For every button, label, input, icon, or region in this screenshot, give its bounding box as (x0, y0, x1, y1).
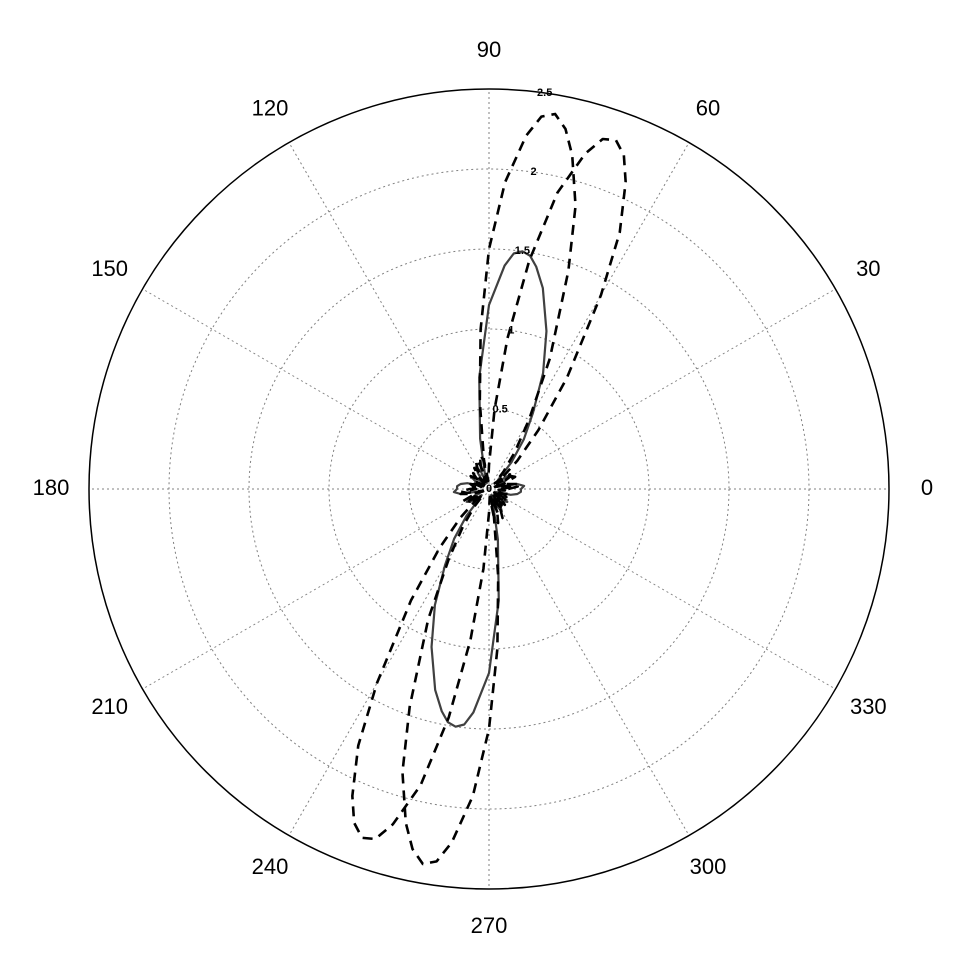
grid-spoke (489, 143, 689, 489)
grid-spoke (289, 489, 489, 835)
angle-label: 0 (921, 475, 933, 500)
angle-label: 330 (850, 694, 887, 719)
grid-spoke (489, 289, 835, 489)
polar-chart: 0 0.5 1 1.5 2 2.5 0 30 60 90 120 150 180 210 240 270 300… (0, 0, 978, 969)
angle-label: 60 (696, 95, 720, 120)
polar-svg: 0 0.5 1 1.5 2 2.5 0 30 60 90 120 150 180 210 240 270 300… (0, 0, 978, 969)
angle-label: 120 (252, 95, 289, 120)
radial-tick-label: 1.5 (515, 245, 530, 257)
angle-label: 210 (91, 694, 128, 719)
grid-spoke (489, 489, 689, 835)
grid-spoke (143, 489, 489, 689)
radial-tick-label: 1 (508, 324, 514, 336)
radial-tick-label: 2 (530, 166, 536, 178)
angle-label: 180 (33, 475, 70, 500)
angle-label: 300 (690, 854, 727, 879)
grid-spoke (289, 143, 489, 489)
angle-label: 30 (856, 256, 880, 281)
grid-spoke (143, 289, 489, 489)
radial-tick-label: 0 (486, 483, 492, 495)
angle-label: 90 (477, 37, 501, 62)
angle-label: 150 (91, 256, 128, 281)
radial-tick-label: 2.5 (537, 87, 552, 99)
grid-spoke (489, 489, 835, 689)
angle-label: 240 (252, 854, 289, 879)
angle-label: 270 (471, 913, 508, 938)
radial-tick-label: 0.5 (492, 404, 507, 416)
